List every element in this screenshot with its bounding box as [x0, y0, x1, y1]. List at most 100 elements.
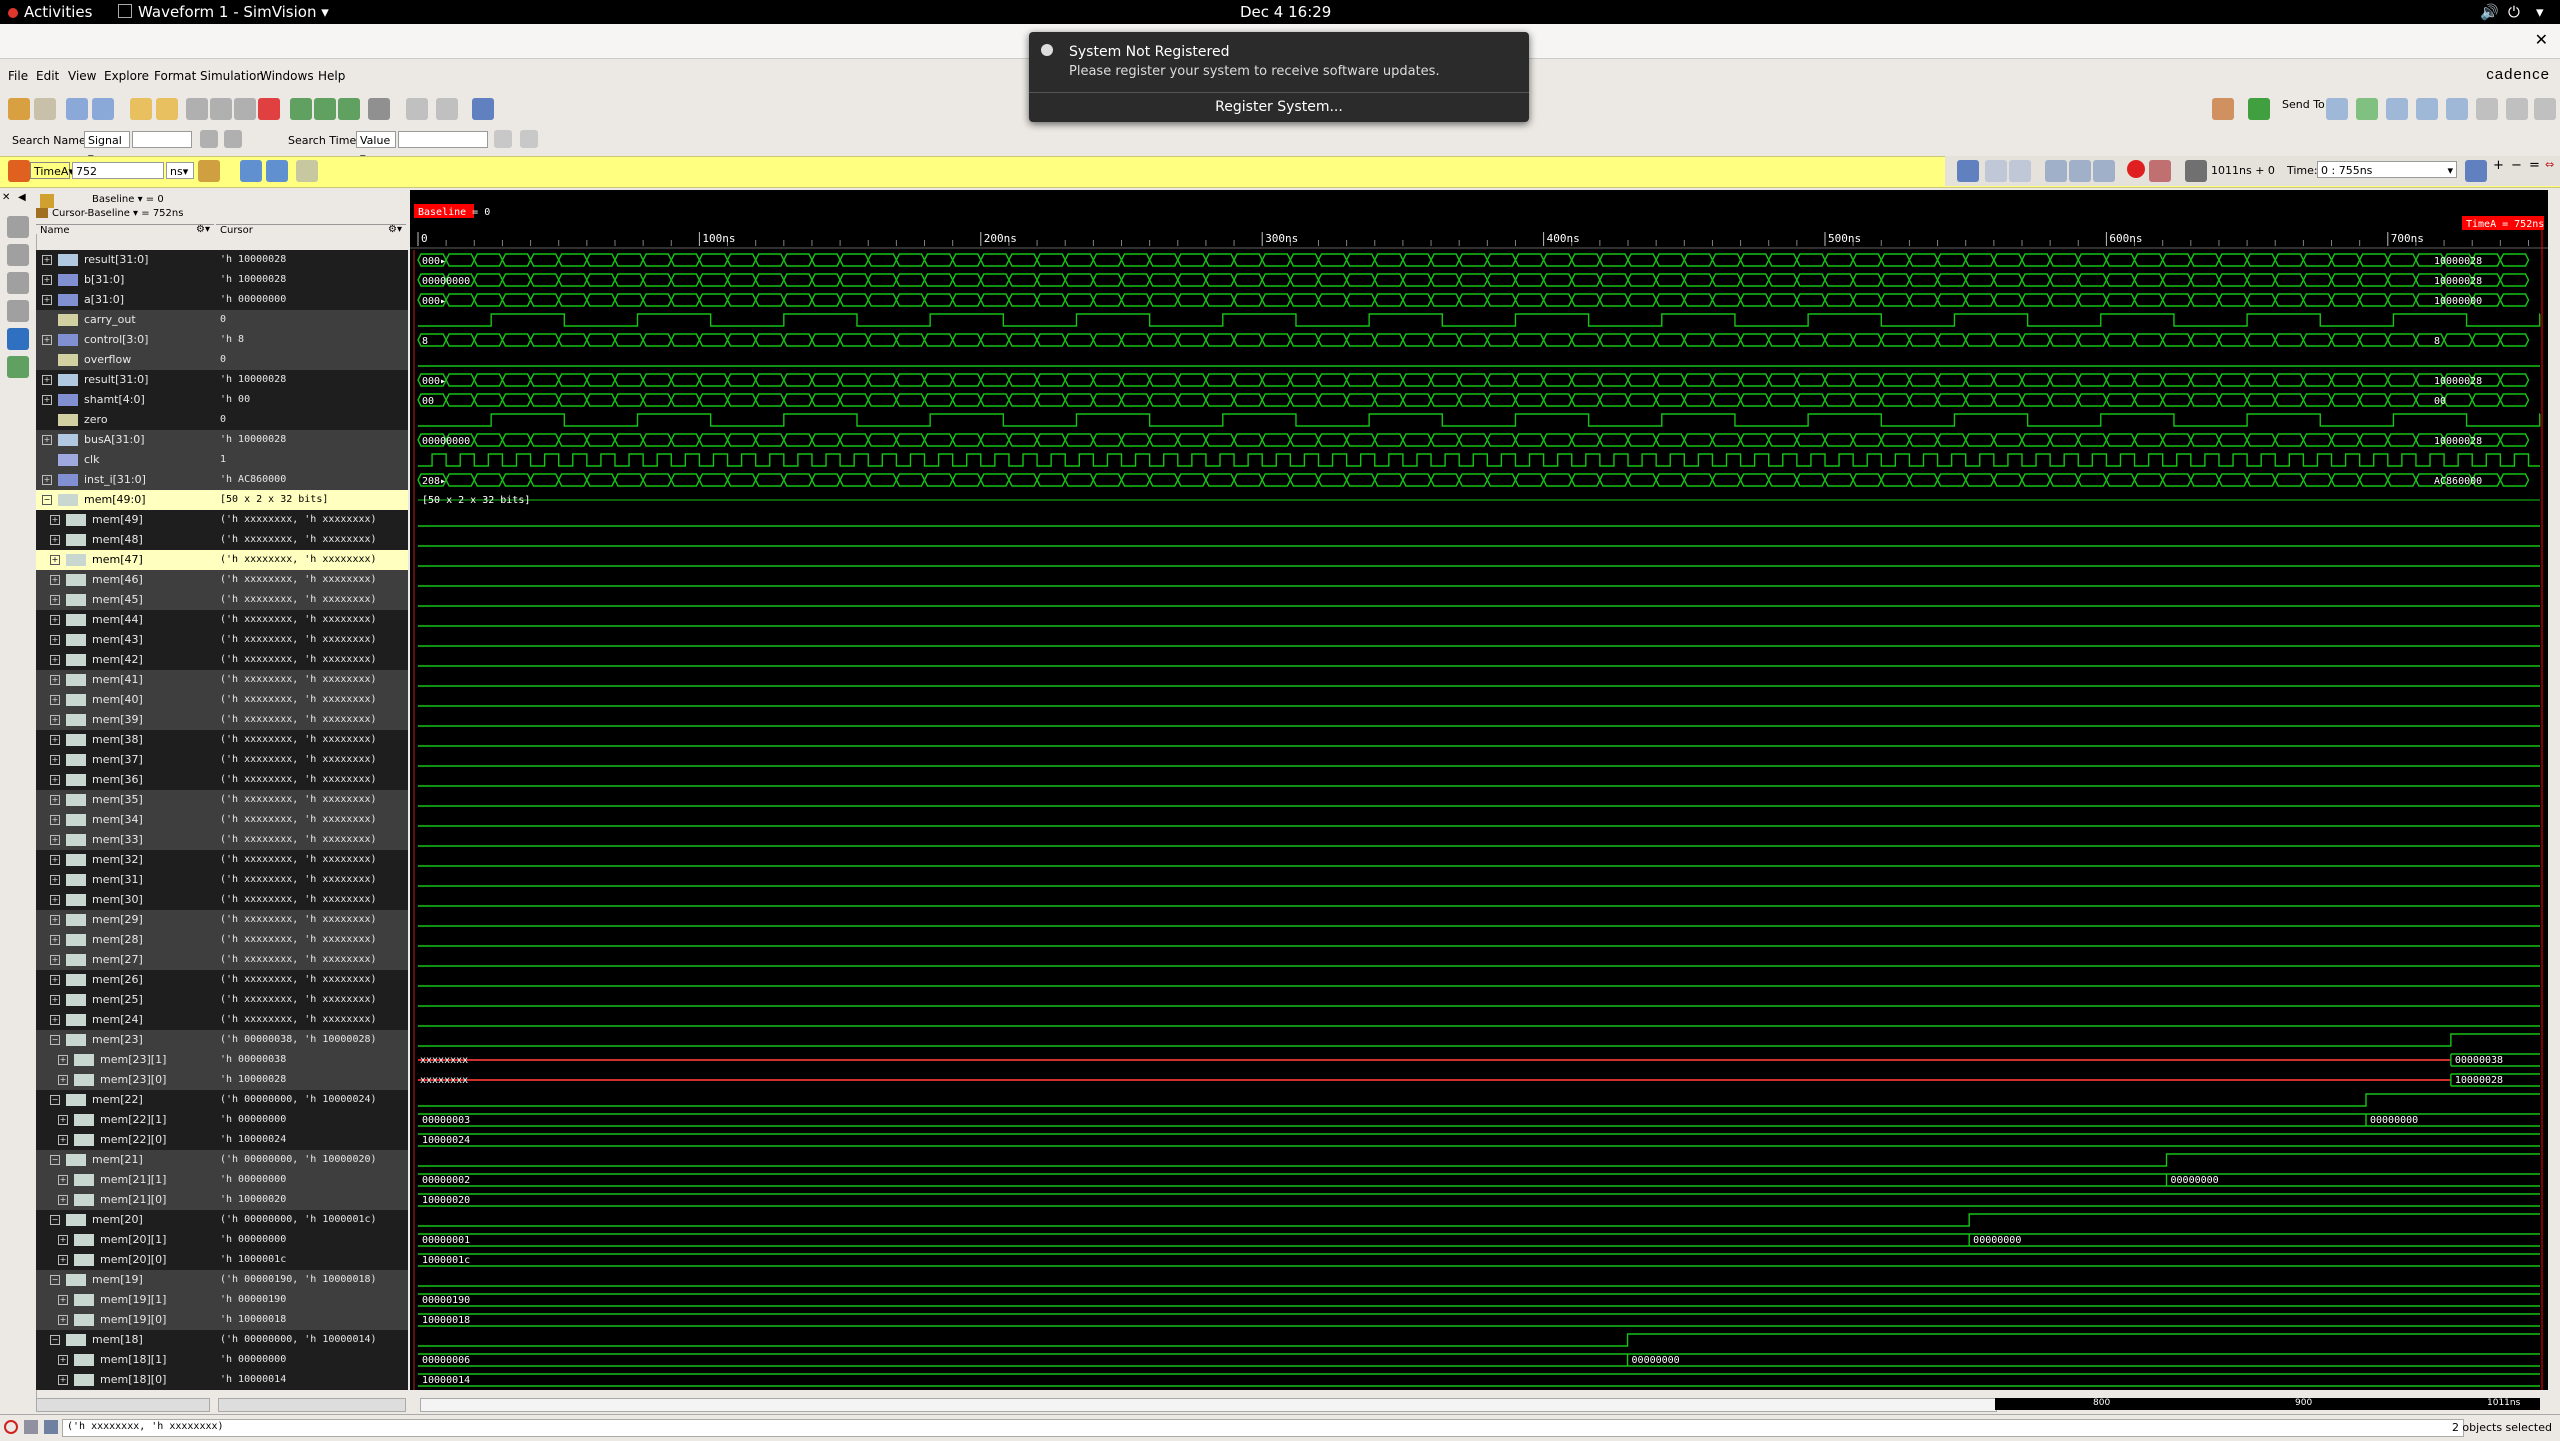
signal-row[interactable]: + mem[40] [36, 690, 216, 710]
selected-value-field[interactable]: ('h xxxxxxxx, 'h xxxxxxxx) [62, 1419, 2464, 1437]
expand-icon[interactable]: + [42, 435, 52, 445]
signal-row[interactable]: overflow [36, 350, 216, 370]
redo-icon[interactable] [156, 98, 178, 120]
signal-row[interactable]: + mem[44] [36, 610, 216, 630]
expand-icon[interactable]: + [50, 815, 60, 825]
name-header[interactable]: Name ⚙▾ [36, 224, 214, 237]
signal-cursor-value[interactable]: ('h 00000000, 'h 1000001c) [216, 1210, 408, 1230]
send-to-icon[interactable] [2212, 98, 2234, 120]
collapse-icon[interactable]: − [50, 1095, 60, 1105]
signal-row[interactable]: + result[31:0] [36, 250, 216, 270]
snap-icon[interactable] [296, 160, 318, 182]
step-icon[interactable] [2045, 160, 2067, 182]
baseline-readout[interactable]: Baseline ▾ = 0 [92, 194, 164, 205]
signal-row[interactable]: carry_out [36, 310, 216, 330]
cursor-scrollbar[interactable] [218, 1398, 406, 1412]
search-times-input[interactable] [398, 131, 488, 148]
expand-icon[interactable]: + [50, 915, 60, 925]
notification-popup[interactable]: System Not Registered Please register yo… [1029, 32, 1529, 122]
send-source-icon[interactable] [2386, 98, 2408, 120]
expand-icon[interactable]: + [50, 575, 60, 585]
search-time-prev-icon[interactable] [494, 130, 512, 148]
send-register-icon[interactable] [2446, 98, 2468, 120]
signal-row[interactable]: + mem[46] [36, 570, 216, 590]
signal-row[interactable]: + mem[28] [36, 930, 216, 950]
menu-explore[interactable]: Explore [104, 69, 150, 83]
signal-cursor-value[interactable]: 'h 8 [216, 330, 408, 350]
signal-row[interactable]: + mem[49] [36, 510, 216, 530]
new-window-icon[interactable] [66, 98, 88, 120]
signal-row[interactable]: + mem[43] [36, 630, 216, 650]
expand-icon[interactable]: + [50, 775, 60, 785]
signal-cursor-value[interactable]: ('h xxxxxxxx, 'h xxxxxxxx) [216, 650, 408, 670]
zoom-in-icon[interactable]: + [2493, 158, 2504, 173]
signal-cursor-value[interactable]: ('h xxxxxxxx, 'h xxxxxxxx) [216, 750, 408, 770]
horizontal-scrollbar[interactable]: 800 900 1011ns [0, 1398, 2560, 1412]
expand-icon[interactable]: + [50, 895, 60, 905]
signal-cursor-value[interactable]: 'h 00000000 [216, 290, 408, 310]
zoom-out-icon[interactable]: − [2511, 158, 2522, 173]
expand-icon[interactable]: + [50, 635, 60, 645]
layout-2-icon[interactable] [2506, 98, 2528, 120]
expand-icon[interactable]: + [58, 1315, 68, 1325]
signal-cursor-value[interactable]: ('h xxxxxxxx, 'h xxxxxxxx) [216, 810, 408, 830]
menu-windows[interactable]: Windows [260, 69, 314, 83]
next-edge-icon[interactable] [266, 160, 288, 182]
waveform-scroll-track[interactable]: 800 900 1011ns [1995, 1398, 2540, 1410]
signal-cursor-value[interactable]: 'h 10000028 [216, 430, 408, 450]
schematic-icon[interactable] [472, 98, 494, 120]
signal-list-icon[interactable] [7, 216, 29, 238]
signal-row[interactable]: + mem[31] [36, 870, 216, 890]
signal-cursor-value[interactable]: ('h xxxxxxxx, 'h xxxxxxxx) [216, 670, 408, 690]
collapse-icon[interactable]: − [50, 1335, 60, 1345]
signal-row[interactable]: − mem[22] [36, 1090, 216, 1110]
signal-cursor-value[interactable]: ('h 00000190, 'h 10000018) [216, 1270, 408, 1290]
delete-icon[interactable] [258, 98, 280, 120]
expand-icon[interactable]: + [50, 875, 60, 885]
signal-cursor-value[interactable]: ('h 00000000, 'h 10000020) [216, 1150, 408, 1170]
signal-cursor-value[interactable]: ('h xxxxxxxx, 'h xxxxxxxx) [216, 630, 408, 650]
collapse-icon[interactable] [314, 98, 336, 120]
search-names-type-select[interactable]: Signal ▾ [84, 131, 130, 164]
activities-button[interactable]: Activities [8, 3, 92, 21]
collapse-all-icon[interactable] [7, 300, 29, 322]
signal-row[interactable]: + mem[26] [36, 970, 216, 990]
signal-cursor-value[interactable]: 'h 10000018 [216, 1310, 408, 1330]
expand-icon[interactable]: + [50, 715, 60, 725]
cursor-header[interactable]: Cursor ⚙▾ [216, 224, 406, 237]
waveform-canvas[interactable]: 0 100ns 200ns 300ns 400ns 500ns 600ns 700ns Base… [410, 190, 2548, 1390]
expand-icon[interactable]: + [58, 1375, 68, 1385]
signal-cursor-value[interactable]: ('h xxxxxxxx, 'h xxxxxxxx) [216, 510, 408, 530]
signal-cursor-value[interactable]: ('h xxxxxxxx, 'h xxxxxxxx) [216, 550, 408, 570]
expand-icon[interactable]: + [50, 835, 60, 845]
open-icon[interactable] [8, 98, 30, 120]
signal-cursor-value[interactable]: 'h 00000000 [216, 1170, 408, 1190]
cursor-header-settings-icon[interactable]: ⚙▾ [388, 224, 402, 235]
zoom-fit-icon[interactable]: = [2529, 158, 2540, 173]
signal-cursor-value[interactable]: ('h xxxxxxxx, 'h xxxxxxxx) [216, 990, 408, 1010]
signal-row[interactable]: + mem[29] [36, 910, 216, 930]
search-times-type-select[interactable]: Value ▾ [356, 131, 396, 164]
signal-row[interactable]: + mem[30] [36, 890, 216, 910]
cursor-link-icon[interactable] [198, 160, 220, 182]
expand-icon[interactable]: + [42, 275, 52, 285]
collapse-icon[interactable]: − [42, 495, 52, 505]
expand-icon[interactable]: + [50, 535, 60, 545]
signal-row[interactable]: clk [36, 450, 216, 470]
expand-icon[interactable]: + [58, 1175, 68, 1185]
expand-icon[interactable]: + [50, 855, 60, 865]
undo-icon[interactable] [130, 98, 152, 120]
signal-row[interactable]: + inst_i[31:0] [36, 470, 216, 490]
zoom-cursor-icon[interactable]: ⇔ [2545, 158, 2555, 171]
console-icon[interactable] [24, 1420, 38, 1434]
signal-cursor-value[interactable]: ('h xxxxxxxx, 'h xxxxxxxx) [216, 850, 408, 870]
signal-cursor-value[interactable]: ('h xxxxxxxx, 'h xxxxxxxx) [216, 790, 408, 810]
signal-row[interactable]: + mem[20][1] [36, 1230, 216, 1250]
cursor-time-input[interactable]: 752 [72, 162, 164, 179]
signal-cursor-value[interactable]: ('h xxxxxxxx, 'h xxxxxxxx) [216, 910, 408, 930]
collapse-icon[interactable]: − [50, 1035, 60, 1045]
expand-icon[interactable]: + [58, 1235, 68, 1245]
zoom-icon[interactable] [2465, 160, 2487, 182]
power-icon[interactable]: ⏻ [2508, 3, 2520, 21]
app-menu[interactable]: Waveform 1 - SimVision ▾ [118, 3, 329, 21]
